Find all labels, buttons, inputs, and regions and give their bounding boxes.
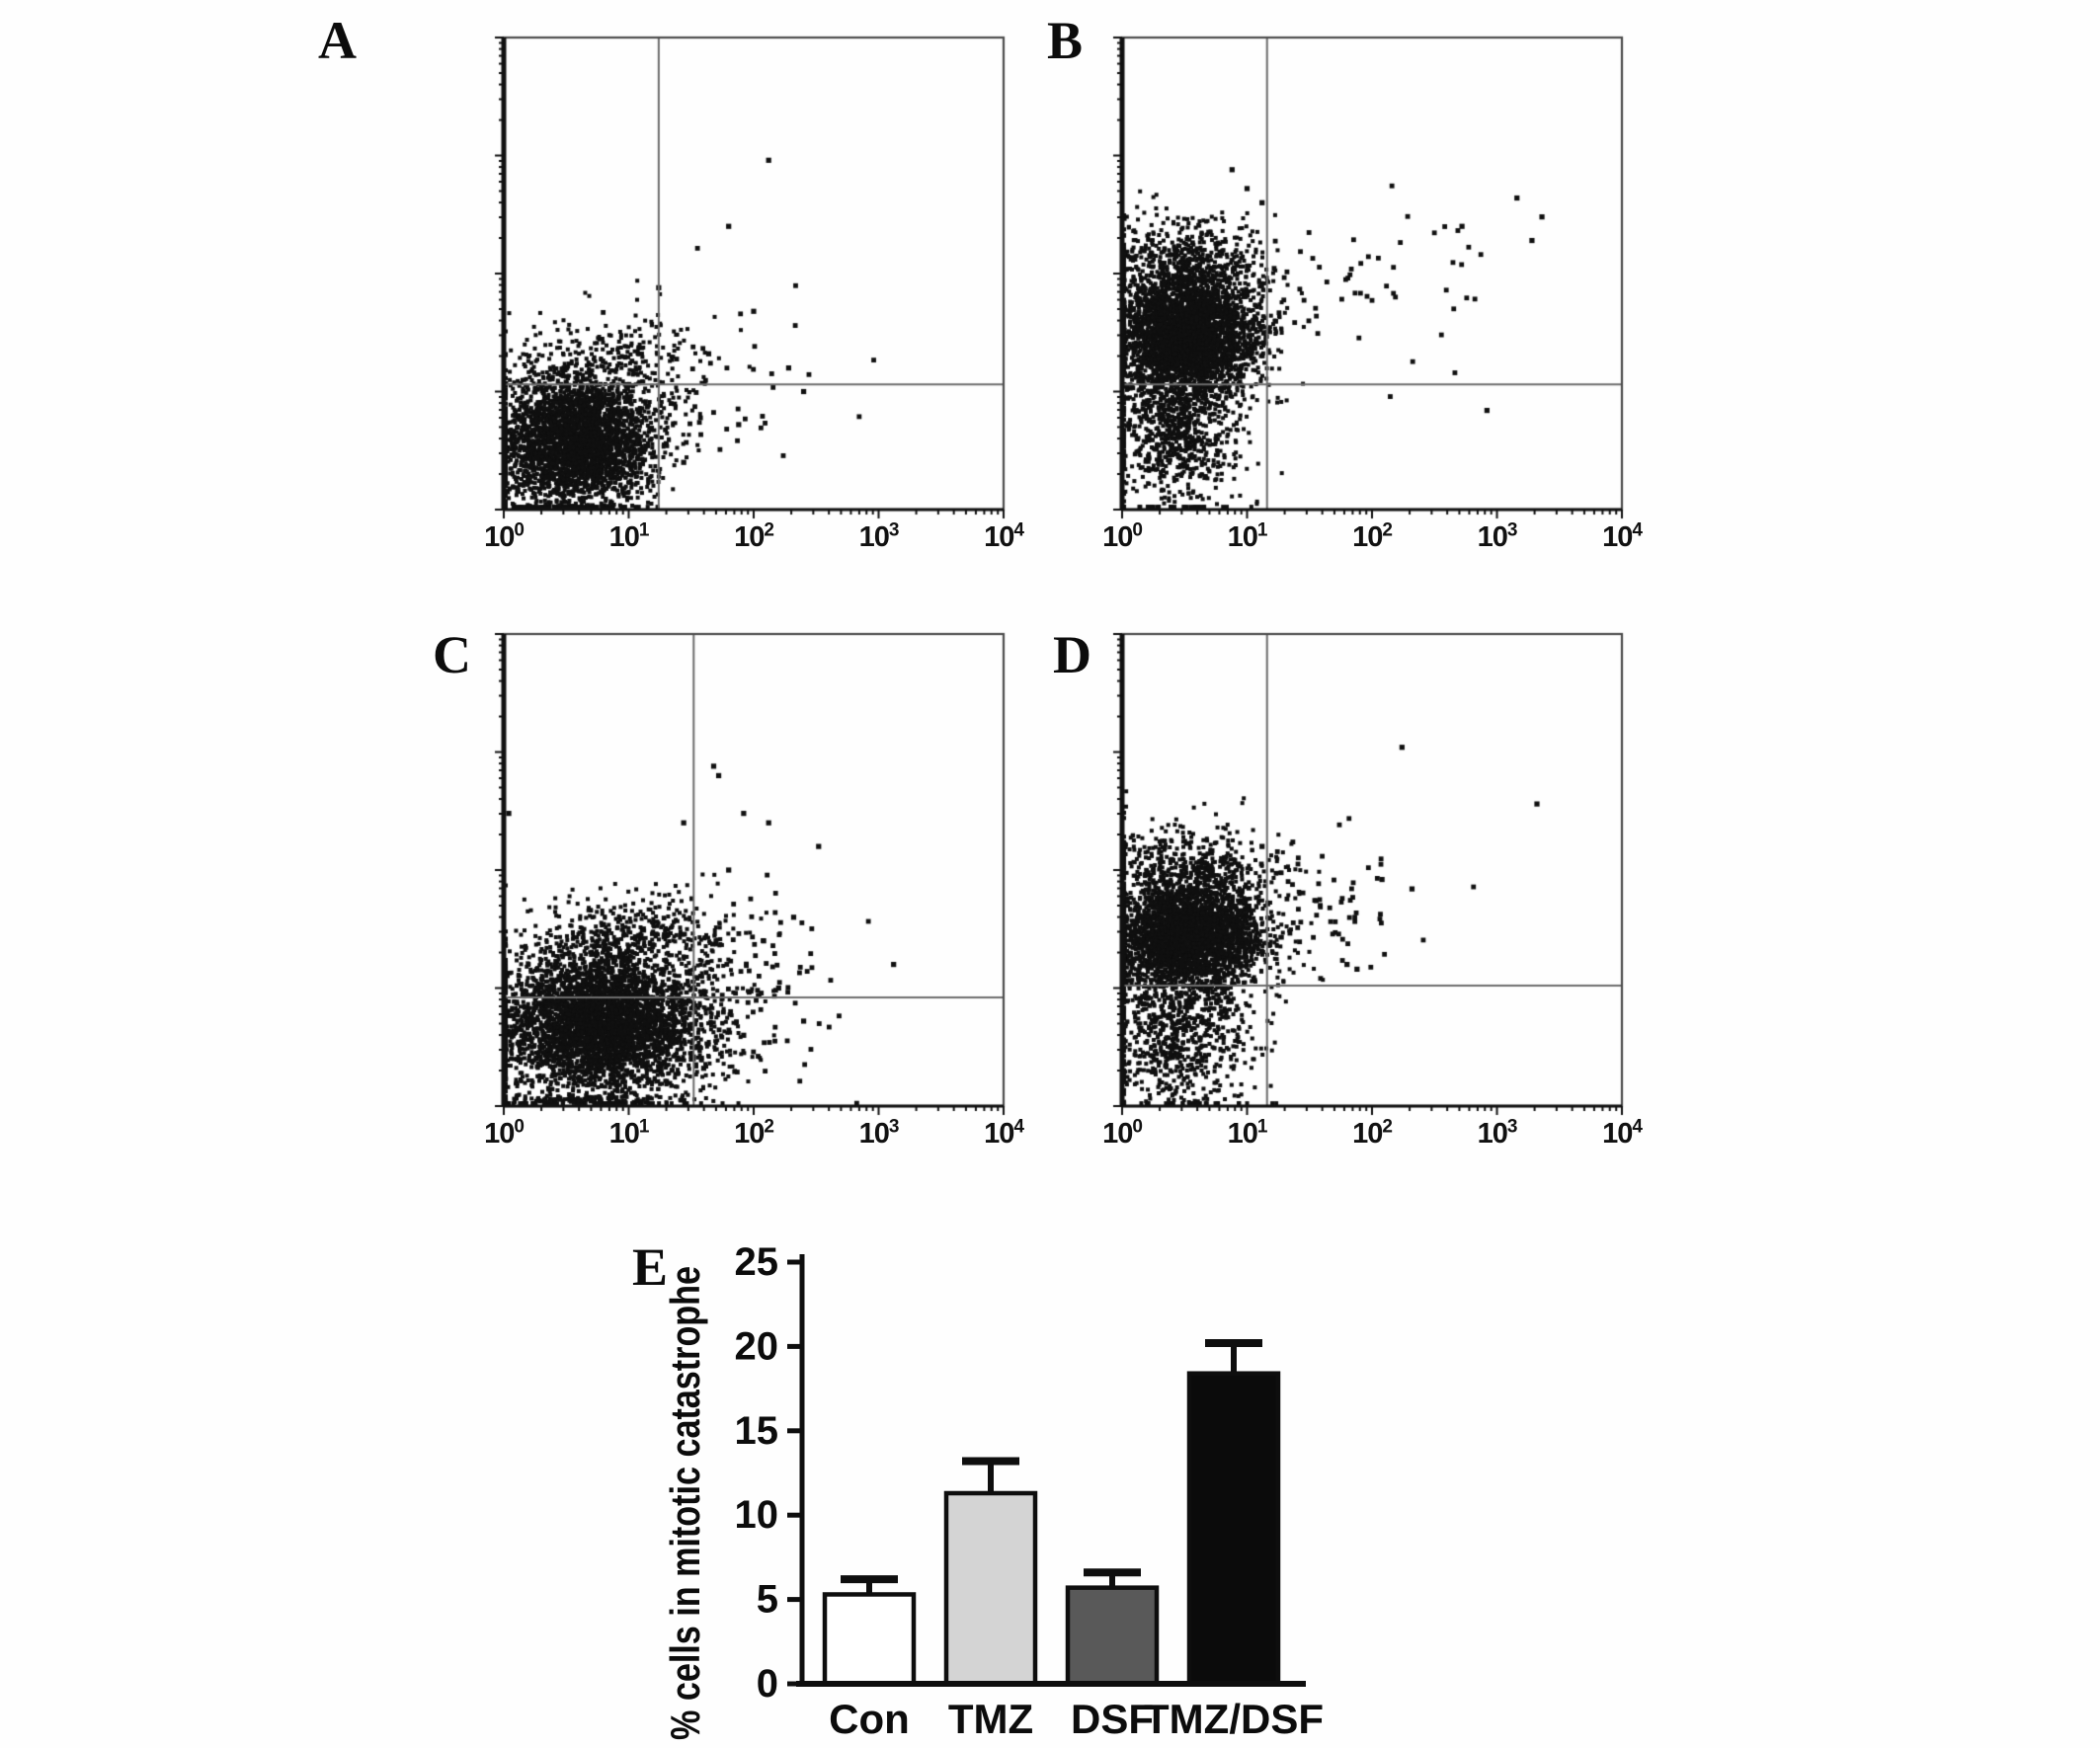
e-bar-dsf <box>1065 1585 1160 1687</box>
e-y-tick-label: 15 <box>735 1409 779 1453</box>
x-tick-label: 101 <box>608 1116 650 1150</box>
x-tick-label: 100 <box>484 519 525 553</box>
flow-scatter-plot-a <box>488 32 1010 525</box>
x-tick-label: 101 <box>608 519 650 553</box>
x-tick-label: 101 <box>1227 519 1268 553</box>
e-category-label: TMZ/DSF <box>1144 1696 1324 1742</box>
x-axis-tick-labels-a: 100 101 102 103 104 <box>484 519 1024 569</box>
x-tick-label: 102 <box>1352 519 1393 553</box>
x-axis-tick-labels-d: 100 101 102 103 104 <box>1102 1116 1643 1165</box>
x-tick-label: 104 <box>1602 1116 1643 1150</box>
x-tick-label: 100 <box>484 1116 525 1150</box>
e-category-label: DSF <box>1071 1696 1154 1742</box>
x-tick-label: 104 <box>1602 519 1643 553</box>
x-tick-label: 100 <box>1102 519 1143 553</box>
x-tick-label: 103 <box>1477 1116 1518 1150</box>
x-axis-tick-labels-b: 100 101 102 103 104 <box>1102 519 1643 569</box>
panel-label-a: A <box>318 11 357 70</box>
e-y-tick-label: 5 <box>757 1578 778 1622</box>
x-tick-label: 102 <box>1352 1116 1393 1150</box>
flow-scatter-plot-c <box>488 628 1010 1122</box>
panel-label-b: B <box>1047 11 1084 70</box>
flow-scatter-plot-d <box>1106 628 1628 1122</box>
e-y-axis-title: % cells in mitotic catastrophe <box>662 1266 708 1740</box>
x-tick-label: 103 <box>858 1116 900 1150</box>
x-tick-label: 104 <box>984 519 1024 553</box>
e-bar-con <box>822 1592 917 1687</box>
e-y-tick-label: 10 <box>735 1493 779 1537</box>
x-tick-label: 103 <box>858 519 900 553</box>
x-tick-label: 102 <box>734 1116 774 1150</box>
e-y-tick-label: 20 <box>735 1324 779 1368</box>
x-tick-label: 101 <box>1227 1116 1268 1150</box>
x-axis-tick-labels-c: 100 101 102 103 104 <box>484 1116 1024 1165</box>
panel-label-e: E <box>632 1237 669 1297</box>
e-y-tick-label: 25 <box>735 1240 779 1284</box>
x-tick-label: 104 <box>984 1116 1024 1150</box>
x-tick-label: 100 <box>1102 1116 1143 1150</box>
e-bar-tmz-dsf <box>1186 1371 1281 1687</box>
panel-label-d: D <box>1053 625 1091 684</box>
panel-label-c: C <box>433 625 471 684</box>
e-bar-tmz <box>943 1490 1038 1687</box>
x-tick-label: 102 <box>734 519 774 553</box>
flow-scatter-plot-b <box>1106 32 1628 525</box>
x-tick-label: 103 <box>1477 519 1518 553</box>
e-category-label: Con <box>829 1696 910 1742</box>
e-y-tick-label: 0 <box>757 1662 778 1706</box>
e-category-label: TMZ <box>948 1696 1033 1742</box>
